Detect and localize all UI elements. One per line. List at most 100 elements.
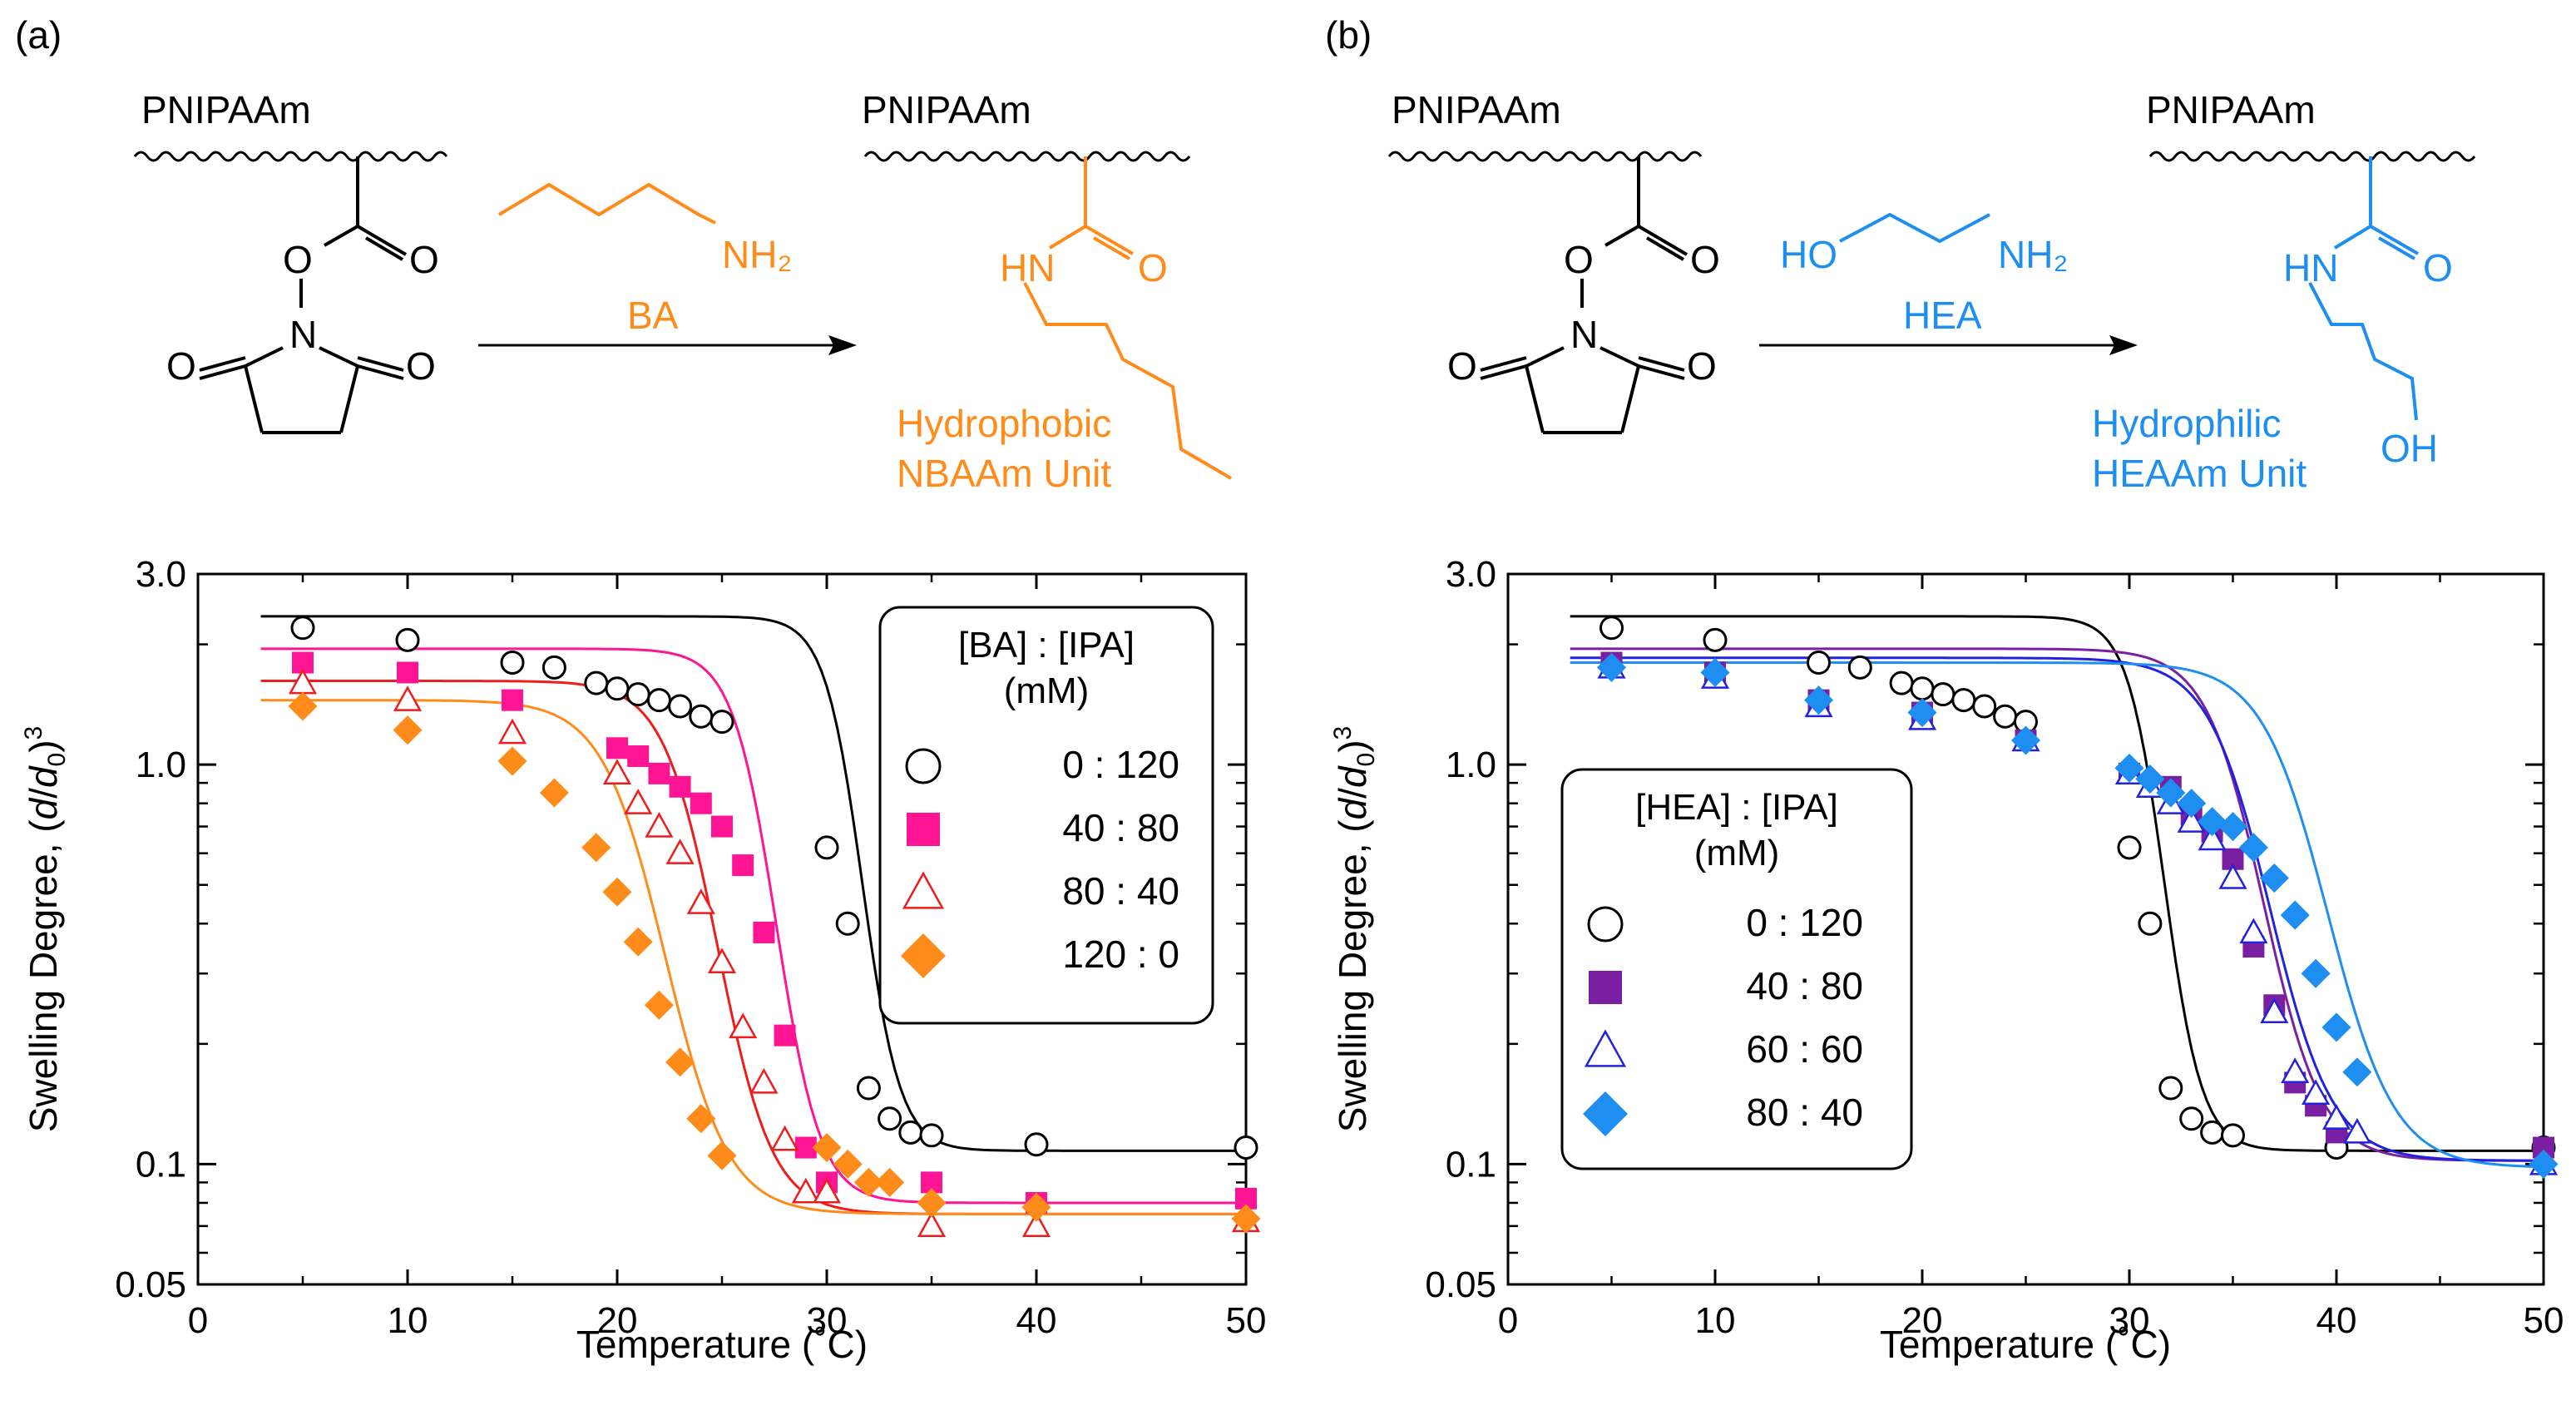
panel-label-b: (b): [1325, 13, 1372, 57]
data-point: [875, 1167, 905, 1197]
polymer-label-right-b: PNIPAAm: [2146, 88, 2316, 131]
data-point: [1803, 685, 1834, 715]
data-point: [2260, 997, 2289, 1024]
y-axis-label-d-a: d: [22, 797, 65, 819]
legend-marker: [1584, 1029, 1627, 1067]
y-tick-label: 3.0: [1446, 554, 1496, 595]
y-axis-label-d-b: d: [1331, 797, 1374, 819]
amide-hn-b: HN: [2283, 246, 2338, 289]
data-point: [729, 1012, 758, 1039]
data-point: [2198, 824, 2227, 851]
y-tick-label: 1.0: [1446, 745, 1496, 785]
data-point: [2302, 1079, 2331, 1106]
data-point: [605, 676, 630, 701]
y-axis-label-close-a: ): [22, 740, 65, 752]
x-tick-label: 30: [2109, 1300, 2150, 1341]
data-point: [1907, 698, 1937, 728]
polymer-backbone-right-a: [863, 151, 1191, 162]
data-point: [665, 1047, 695, 1077]
data-point: [581, 833, 611, 863]
data-point: [1021, 1192, 1051, 1222]
data-point: [707, 1140, 737, 1170]
x-tick-label: 30: [807, 1300, 848, 1341]
amine-name-b: HEA: [1903, 294, 1982, 337]
data-point: [2135, 764, 2165, 794]
data-point: [624, 789, 653, 814]
data-point: [2238, 833, 2268, 863]
chart-b: 0 10 20 30 40 500.050.11.03.0 Temperature (˚C…: [1329, 554, 2564, 1366]
fit-curve: [260, 647, 1246, 1205]
y-tick-label: 1.0: [136, 745, 186, 785]
data-point: [1951, 688, 1976, 713]
tick-labels-a: 0 10 20 30 40 50 0.05 0.1 1.0 3.0: [115, 554, 1266, 1341]
polymer-backbone-left-a: [133, 151, 448, 162]
data-point: [625, 682, 650, 707]
x-tick-label: 20: [597, 1300, 638, 1341]
data-point: [2281, 1057, 2310, 1083]
data-point: [898, 1120, 923, 1145]
data-point: [835, 911, 860, 936]
legend-entry-label: 0 : 120: [1746, 901, 1863, 944]
data-point: [1847, 655, 1872, 680]
x-tick-label: 20: [1902, 1300, 1943, 1341]
data-point: [502, 689, 523, 711]
data-point: [1596, 652, 1627, 682]
data-point: [395, 627, 420, 652]
data-point: [2321, 1104, 2351, 1130]
unit-label-line2-b: HEAAm Unit: [2092, 452, 2307, 495]
data-point: [497, 718, 527, 745]
data-point: [919, 1123, 944, 1148]
ethanolamine-structure-b: [1839, 212, 1990, 244]
amide-oxygen-a: O: [1138, 246, 1168, 289]
data-point: [584, 670, 609, 695]
legend-title-line2-a: (mM): [1004, 670, 1090, 711]
data-point: [668, 694, 693, 719]
y-axis-label-slash-b: /: [1331, 788, 1374, 799]
nhs-ester-structure-b: [1480, 156, 1688, 434]
data-point: [2342, 1057, 2372, 1087]
data-point: [497, 746, 527, 776]
polymer-backbone-left-b: [1387, 151, 1703, 162]
x-tick-label: 40: [1016, 1300, 1057, 1341]
data-point: [2179, 1106, 2204, 1131]
legend-box-a: [878, 606, 1214, 1025]
data-point: [878, 1106, 902, 1131]
legend-entries-a: 0 : 120 40 : 80 80 : 40 120 : 0: [901, 743, 1179, 978]
amine-formula-b: NH₂: [1998, 233, 2068, 276]
heaam-structure-b: [2308, 156, 2420, 421]
amide-oh-b: OH: [2381, 427, 2438, 470]
legend-box-b: [1560, 768, 1913, 1170]
data-point: [1889, 670, 1914, 695]
panel-label-a: (a): [15, 13, 62, 57]
y-axis-label-exp-b: 3: [1329, 726, 1357, 740]
imide-nitrogen-b: N: [1570, 313, 1598, 356]
imide-oxygen-left-b: O: [1447, 344, 1477, 388]
data-point: [812, 1177, 842, 1204]
polymer-label-left-a: PNIPAAm: [141, 88, 311, 131]
ester-oxygen-2-a: O: [409, 238, 439, 281]
fit-curve: [260, 615, 1246, 1152]
data-point: [753, 921, 775, 943]
legend-entries-b: 0 : 120 40 : 80 60 : 60 80 : 40: [1583, 901, 1863, 1136]
data-point: [2321, 1012, 2351, 1042]
data-point: [393, 715, 423, 745]
x-tick-label: 40: [2316, 1300, 2357, 1341]
data-point: [2158, 1076, 2183, 1101]
fit-curve: [1570, 647, 2544, 1162]
data-point: [2177, 789, 2207, 819]
amine-formula-a: NH₂: [722, 233, 792, 276]
x-tick-label: 10: [388, 1300, 428, 1341]
data-point: [814, 835, 839, 860]
tick-labels-b: 0 10 20 30 40 50 0.05 0.1 1.0 3.0: [1425, 554, 2564, 1341]
y-tick-label: 0.1: [1446, 1144, 1496, 1185]
ester-oxygen-1-a: O: [283, 238, 313, 281]
imide-oxygen-left-a: O: [166, 344, 196, 388]
data-point: [791, 1177, 820, 1204]
data-point: [288, 691, 318, 721]
ester-oxygen-2-b: O: [1690, 238, 1720, 281]
data-point: [669, 775, 691, 798]
reaction-arrowhead-a: [828, 335, 857, 355]
legend-title-line1-a: [BA] : [IPA]: [958, 625, 1135, 665]
data-point: [623, 927, 653, 957]
